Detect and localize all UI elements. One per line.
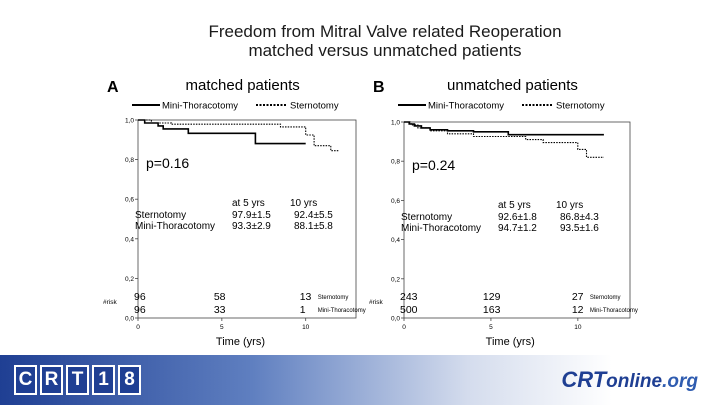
- x-tick-label: 5: [220, 324, 224, 331]
- logo-letter: 1: [92, 365, 115, 395]
- y-tick-label: 0,0: [125, 316, 134, 323]
- risk-value: 13: [300, 291, 312, 303]
- legend-label-sternotomy: Sternotomy: [290, 101, 339, 112]
- stats-value-10yrs: 86.8±4.3: [560, 212, 599, 223]
- y-tick-label: 0,4: [125, 236, 134, 243]
- risk-group-label: Mini-Thoracotomy: [318, 308, 366, 314]
- km-curve-sternotomy: [404, 121, 604, 158]
- crt18-logo: C R T 1 8: [14, 365, 141, 395]
- p-value: p=0.24: [412, 157, 455, 173]
- risk-label: #risk: [103, 299, 117, 306]
- logo-crt: CRT: [561, 367, 607, 392]
- logo-letter: C: [14, 365, 37, 395]
- risk-value: 500: [400, 304, 418, 316]
- stats-header-10yrs: 10 yrs: [290, 198, 317, 209]
- stats-value-5yrs: 92.6±1.8: [498, 212, 537, 223]
- legend-label-mini-thoracotomy: Mini-Thoracotomy: [162, 101, 238, 112]
- plot-frame: [403, 121, 631, 319]
- stats-value-5yrs: 97.9±1.5: [232, 210, 271, 221]
- stats-label: Sternotomy: [401, 212, 452, 223]
- x-tick-label: 0: [402, 324, 406, 331]
- risk-value: 243: [400, 291, 418, 303]
- y-tick-label: 0,8: [391, 159, 400, 166]
- x-axis-label: Time (yrs): [216, 336, 265, 348]
- stats-header-10yrs: 10 yrs: [556, 200, 583, 211]
- km-curve-mini-thoracotomy: [138, 119, 306, 145]
- logo-letter: 8: [118, 365, 141, 395]
- risk-group-label: Sternotomy: [590, 295, 621, 301]
- risk-value: 96: [134, 304, 146, 316]
- panel-letter: B: [373, 79, 385, 96]
- y-tick-label: 1,0: [125, 118, 134, 125]
- risk-label: #risk: [369, 299, 383, 306]
- stats-value-10yrs: 92.4±5.5: [294, 210, 333, 221]
- logo-letter: T: [66, 365, 89, 395]
- stats-value-5yrs: 94.7±1.2: [498, 223, 537, 234]
- y-tick-label: 0,6: [125, 197, 134, 204]
- y-tick-label: 0,0: [391, 316, 400, 323]
- risk-value: 27: [572, 291, 584, 303]
- stats-header-5yrs: at 5 yrs: [232, 198, 265, 209]
- stats-value-10yrs: 93.5±1.6: [560, 223, 599, 234]
- y-tick-label: 0,2: [391, 276, 400, 283]
- plot-frame: [137, 119, 357, 319]
- footer-banner: C R T 1 8 CRTonline.org: [0, 355, 720, 405]
- km-curve-sternotomy: [138, 119, 340, 152]
- x-tick-label: 10: [302, 324, 310, 331]
- x-tick-label: 0: [136, 324, 140, 331]
- panel-title: unmatched patients: [447, 77, 578, 94]
- slide-title-line2: matched versus unmatched patients: [248, 41, 522, 60]
- risk-value: 129: [483, 291, 501, 303]
- risk-value: 12: [572, 304, 584, 316]
- crtonline-logo: CRTonline.org: [561, 367, 698, 393]
- legend-label-sternotomy: Sternotomy: [556, 101, 605, 112]
- stats-value-5yrs: 93.3±2.9: [232, 221, 271, 232]
- panel-title: matched patients: [186, 77, 300, 94]
- stats-label: Sternotomy: [135, 210, 186, 221]
- legend-label-mini-thoracotomy: Mini-Thoracotomy: [428, 101, 504, 112]
- slide-title-line1: Freedom from Mitral Valve related Reoper…: [208, 22, 562, 41]
- km-curve-mini-thoracotomy: [404, 121, 604, 136]
- stats-value-10yrs: 88.1±5.8: [294, 221, 333, 232]
- risk-value: 58: [214, 291, 226, 303]
- y-tick-label: 0,8: [125, 157, 134, 164]
- risk-value: 33: [214, 304, 226, 316]
- x-tick-label: 5: [489, 324, 493, 331]
- risk-value: 96: [134, 291, 146, 303]
- y-tick-label: 0,4: [391, 237, 400, 244]
- y-tick-label: 0,2: [125, 276, 134, 283]
- x-tick-label: 10: [574, 324, 582, 331]
- p-value: p=0.16: [146, 155, 189, 171]
- panel-letter: A: [107, 79, 119, 96]
- logo-org: .org: [662, 371, 698, 392]
- stats-label: Mini-Thoracotomy: [401, 223, 481, 234]
- risk-group-label: Sternotomy: [318, 295, 349, 301]
- x-axis-label: Time (yrs): [486, 336, 535, 348]
- y-tick-label: 1,0: [391, 120, 400, 127]
- stats-header-5yrs: at 5 yrs: [498, 200, 531, 211]
- risk-value: 163: [483, 304, 501, 316]
- risk-value: 1: [300, 304, 306, 316]
- logo-online: online: [606, 371, 663, 392]
- logo-letter: R: [40, 365, 63, 395]
- stats-label: Mini-Thoracotomy: [135, 221, 215, 232]
- risk-group-label: Mini-Thoracotomy: [590, 308, 638, 314]
- y-tick-label: 0,6: [391, 198, 400, 205]
